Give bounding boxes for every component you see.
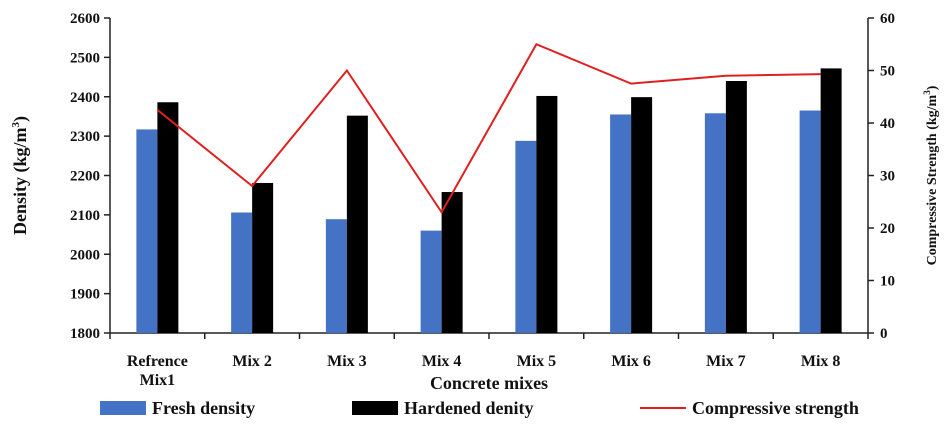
x-tick-label: Mix 6 — [611, 353, 651, 370]
x-tick-label: Mix 2 — [232, 353, 272, 370]
y-tick-label-left: 1900 — [70, 287, 100, 303]
y-axis-title-right: Compressive Strength (kg/m3) — [922, 85, 940, 265]
x-tick-label: Mix 5 — [517, 353, 557, 370]
legend-swatch-fresh-density — [100, 401, 146, 415]
y-tick-label-right: 30 — [880, 169, 895, 185]
bar-hardened-denity — [536, 95, 558, 334]
x-tick-label: Mix 4 — [422, 353, 462, 370]
bar-fresh-density — [136, 129, 158, 333]
legend-label-compressive-strength: Compressive strength — [692, 398, 859, 418]
bar-fresh-density — [704, 113, 726, 333]
y-tick-label-left: 2500 — [70, 50, 100, 66]
y-tick-label-left: 2100 — [70, 208, 100, 224]
bar-hardened-denity — [157, 102, 179, 333]
x-tick-label: Mix 8 — [801, 353, 841, 370]
bar-fresh-density — [325, 219, 347, 333]
y-tick-label-right: 0 — [880, 326, 888, 342]
y-tick-label-left: 2400 — [70, 90, 100, 106]
y-tick-label-right: 10 — [880, 274, 895, 290]
legend-label-fresh-density: Fresh density — [152, 398, 255, 418]
bar-hardened-denity — [725, 81, 747, 333]
x-tick-label: Mix 7 — [706, 353, 746, 370]
y-tick-label-left: 2200 — [70, 169, 100, 185]
y-axis-title-left: Density (kg/m3) — [10, 116, 31, 235]
y-tick-label-right: 40 — [880, 116, 895, 132]
y-tick-label-right: 50 — [880, 64, 895, 80]
legend-swatch-hardened-denity — [352, 401, 398, 415]
x-axis-title: Concrete mixes — [430, 373, 548, 393]
bar-fresh-density — [515, 140, 537, 333]
bar-hardened-denity — [346, 115, 368, 334]
y-tick-label-left: 2300 — [70, 129, 100, 145]
bar-hardened-denity — [252, 182, 274, 333]
x-tick-label: Refrence Mix1 — [127, 353, 188, 389]
bar-fresh-density — [231, 212, 253, 333]
legend-label-hardened-denity: Hardened denity — [404, 398, 534, 418]
bar-fresh-density — [799, 110, 821, 333]
y-tick-label-left: 2000 — [70, 247, 100, 263]
line-compressive-strength — [156, 42, 821, 215]
bar-hardened-denity — [820, 68, 842, 334]
bar-hardened-denity — [441, 192, 463, 333]
y-tick-label-right: 60 — [880, 11, 895, 27]
bar-hardened-denity — [631, 97, 653, 333]
y-tick-label-left: 2600 — [70, 11, 100, 27]
y-tick-label-right: 20 — [880, 221, 895, 237]
bar-fresh-density — [610, 114, 632, 333]
x-tick-label: Mix 3 — [327, 353, 367, 370]
y-tick-label-left: 1800 — [70, 326, 100, 342]
bar-fresh-density — [420, 230, 442, 333]
